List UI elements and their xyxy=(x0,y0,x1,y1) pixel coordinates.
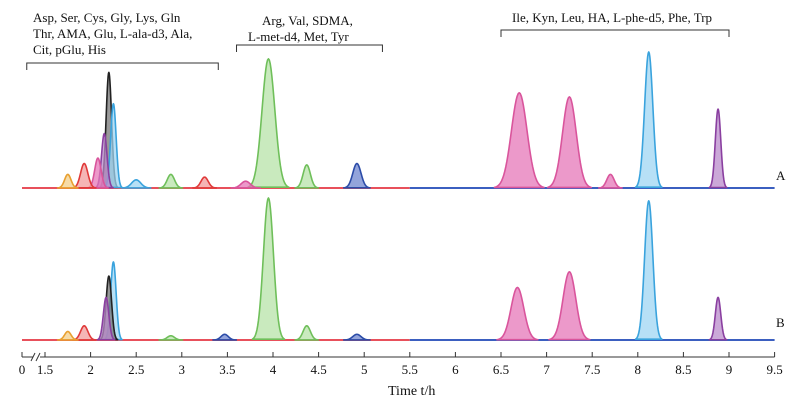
peak-a-orange-13 xyxy=(56,173,79,189)
peak-a-red-12 xyxy=(71,162,97,189)
peak-b-green-4 xyxy=(251,197,286,340)
peak-a-pink-2 xyxy=(597,173,623,189)
peak-a-green-6 xyxy=(294,164,320,189)
x-tick-label-1.5: 1.5 xyxy=(37,362,53,377)
group-2-label-line-2: L-met-d4, Met, Tyr xyxy=(248,29,349,44)
peak-b-purple-3 xyxy=(708,296,728,341)
x-tick-label-6.5: 6.5 xyxy=(493,362,509,377)
trace-label-a: A xyxy=(776,168,786,183)
x-tick-label-5.5: 5.5 xyxy=(402,362,418,377)
peak-a-purple-4 xyxy=(708,108,728,189)
x-tick-label-3: 3 xyxy=(179,362,186,377)
peak-b-dark-blue-12 xyxy=(212,333,238,341)
trace-b xyxy=(22,197,775,341)
group-1-label-line-2: Thr, AMA, Glu, L-ala-d3, Ala, xyxy=(33,26,193,41)
x-tick-label-5: 5 xyxy=(361,362,368,377)
x-tick-label-7.5: 7.5 xyxy=(584,362,600,377)
peak-a-green-5 xyxy=(247,58,290,189)
peak-a-light-blue-3 xyxy=(634,51,663,188)
group-2-label-line-1: Arg, Val, SDMA, xyxy=(262,13,353,28)
peak-a-pink-17 xyxy=(230,180,262,189)
x-tick-label-2: 2 xyxy=(87,362,94,377)
x-axis: 0 1.5 2 2.5 3 3.5 4 4.5 5 5.5 6 6.5 7 7.5 8 8.5 9 9.5 xyxy=(19,352,783,377)
x-axis-break-mark-2 xyxy=(35,352,41,362)
peak-b-green-13 xyxy=(158,334,184,341)
x-tick-label-8: 8 xyxy=(635,362,642,377)
x-tick-label-2.5: 2.5 xyxy=(128,362,144,377)
peak-a-light-blue-14 xyxy=(120,179,152,189)
peak-b-light-blue-2 xyxy=(634,200,663,340)
group-1-label-line-1: Asp, Ser, Cys, Gly, Lys, Gln xyxy=(33,10,181,25)
group-2-bracket xyxy=(236,44,383,52)
peak-b-pink-1 xyxy=(548,271,591,341)
x-tick-label-3.5: 3.5 xyxy=(219,362,235,377)
peak-b-green-5 xyxy=(294,325,320,341)
x-tick-label-9.5: 9.5 xyxy=(766,362,782,377)
trace-a xyxy=(22,51,775,189)
peak-a-dark-blue-7 xyxy=(342,162,371,189)
peak-b-purple-9 xyxy=(96,296,116,341)
traces-layer xyxy=(22,51,775,341)
peak-a-green-15 xyxy=(158,173,184,189)
x-tick-label-9: 9 xyxy=(726,362,733,377)
group-1-label-line-3: Cit, pGlu, His xyxy=(33,42,106,57)
x-axis-break-mark-1 xyxy=(30,352,36,362)
group-3-bracket xyxy=(500,29,730,37)
peak-b-orange-11 xyxy=(56,330,79,341)
peak-b-red-10 xyxy=(71,325,97,341)
peak-b-dark-blue-6 xyxy=(342,333,371,341)
x-axis-title: Time t/h xyxy=(388,384,435,399)
group-3-label-line-1: Ile, Kyn, Leu, HA, L-phe-d5, Phe, Trp xyxy=(512,10,713,25)
x-tick-label-0: 0 xyxy=(19,362,26,377)
x-tick-label-7: 7 xyxy=(543,362,550,377)
x-tick-label-6: 6 xyxy=(452,362,459,377)
peak-a-pink-1 xyxy=(546,96,593,189)
x-tick-label-4.5: 4.5 xyxy=(310,362,326,377)
x-tick-label-4: 4 xyxy=(270,362,277,377)
peak-a-red-16 xyxy=(192,176,218,189)
group-brackets xyxy=(26,29,730,70)
peak-b-pink-0 xyxy=(496,286,539,341)
peak-a-pink-0 xyxy=(493,92,545,189)
trace-label-b: B xyxy=(776,315,785,330)
x-tick-label-8.5: 8.5 xyxy=(675,362,691,377)
group-1-bracket xyxy=(26,62,219,70)
